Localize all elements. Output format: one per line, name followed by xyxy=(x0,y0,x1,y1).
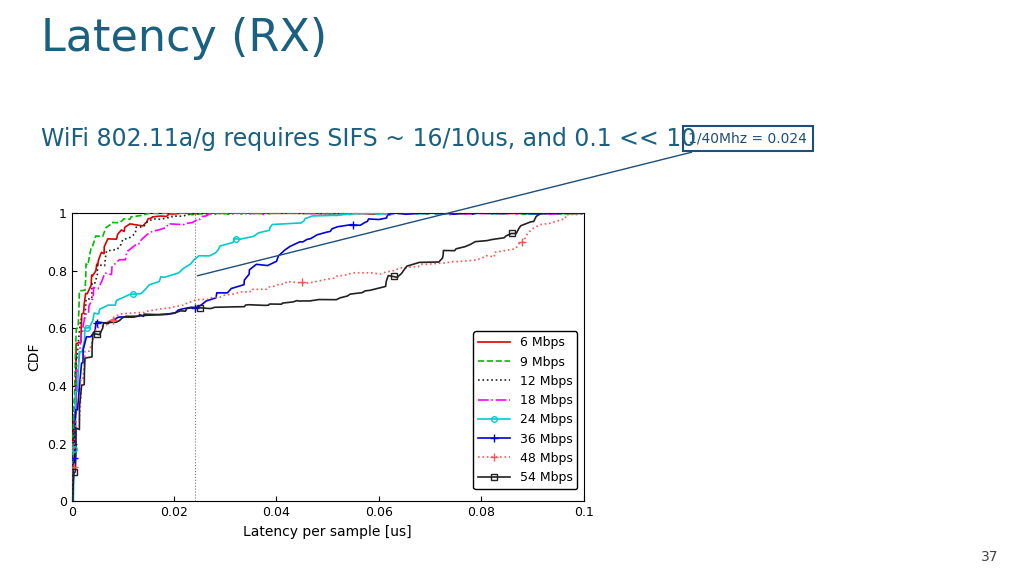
Text: 1/40Mhz = 0.024: 1/40Mhz = 0.024 xyxy=(198,131,807,276)
9 Mbps xyxy=(438,210,451,217)
9 Mbps xyxy=(104,221,117,228)
12 Mbps xyxy=(553,210,565,217)
36 Mbps xyxy=(66,497,78,504)
24 Mbps xyxy=(87,317,99,324)
6 Mbps xyxy=(67,455,79,462)
18 Mbps xyxy=(534,210,546,217)
54 Mbps xyxy=(575,210,588,217)
9 Mbps xyxy=(66,497,78,504)
18 Mbps xyxy=(95,278,108,285)
36 Mbps xyxy=(436,210,449,217)
12 Mbps xyxy=(532,210,545,217)
18 Mbps xyxy=(205,210,217,217)
Line: 54 Mbps: 54 Mbps xyxy=(73,213,582,501)
Text: Latency (RX): Latency (RX) xyxy=(41,17,327,60)
6 Mbps xyxy=(412,210,424,217)
36 Mbps xyxy=(69,455,81,462)
12 Mbps xyxy=(509,210,521,217)
18 Mbps xyxy=(67,498,79,505)
48 Mbps xyxy=(307,279,319,286)
Line: 24 Mbps: 24 Mbps xyxy=(74,213,581,501)
Line: 9 Mbps: 9 Mbps xyxy=(72,213,580,501)
48 Mbps xyxy=(578,210,590,217)
24 Mbps xyxy=(524,210,537,217)
24 Mbps xyxy=(360,210,373,217)
9 Mbps xyxy=(210,210,222,217)
36 Mbps xyxy=(577,210,589,217)
Text: WiFi 802.11a/g requires SIFS ~ 16/10us, and 0.1 << 10: WiFi 802.11a/g requires SIFS ~ 16/10us, … xyxy=(41,127,696,151)
36 Mbps xyxy=(74,382,86,389)
12 Mbps xyxy=(99,255,112,262)
36 Mbps xyxy=(152,311,164,318)
54 Mbps xyxy=(153,311,165,318)
54 Mbps xyxy=(67,497,79,504)
54 Mbps xyxy=(304,297,316,304)
Line: 12 Mbps: 12 Mbps xyxy=(73,213,559,501)
24 Mbps xyxy=(296,219,308,226)
9 Mbps xyxy=(98,229,111,236)
12 Mbps xyxy=(67,498,79,505)
9 Mbps xyxy=(334,210,346,217)
Legend: 6 Mbps, 9 Mbps, 12 Mbps, 18 Mbps, 24 Mbps, 36 Mbps, 48 Mbps, 54 Mbps: 6 Mbps, 9 Mbps, 12 Mbps, 18 Mbps, 24 Mbp… xyxy=(473,331,578,489)
9 Mbps xyxy=(573,210,586,217)
48 Mbps xyxy=(138,309,151,316)
24 Mbps xyxy=(68,497,80,504)
12 Mbps xyxy=(117,236,129,243)
36 Mbps xyxy=(284,243,296,250)
48 Mbps xyxy=(559,215,571,222)
6 Mbps xyxy=(177,210,189,217)
Line: 6 Mbps: 6 Mbps xyxy=(72,213,568,501)
9 Mbps xyxy=(408,210,420,217)
24 Mbps xyxy=(158,274,170,281)
Line: 48 Mbps: 48 Mbps xyxy=(73,213,584,501)
54 Mbps xyxy=(179,308,191,314)
54 Mbps xyxy=(559,210,571,217)
18 Mbps xyxy=(329,210,341,217)
54 Mbps xyxy=(463,241,475,248)
18 Mbps xyxy=(569,210,582,217)
48 Mbps xyxy=(578,210,590,217)
24 Mbps xyxy=(252,230,264,237)
48 Mbps xyxy=(535,221,547,228)
6 Mbps xyxy=(202,210,214,217)
54 Mbps xyxy=(133,311,145,318)
18 Mbps xyxy=(114,256,126,263)
X-axis label: Latency per sample [us]: Latency per sample [us] xyxy=(244,525,412,539)
18 Mbps xyxy=(520,210,532,217)
Line: 36 Mbps: 36 Mbps xyxy=(72,213,583,501)
6 Mbps xyxy=(391,210,403,217)
18 Mbps xyxy=(265,210,278,217)
6 Mbps xyxy=(562,210,574,217)
12 Mbps xyxy=(322,210,334,217)
48 Mbps xyxy=(67,498,79,505)
12 Mbps xyxy=(280,210,292,217)
6 Mbps xyxy=(86,272,98,279)
48 Mbps xyxy=(349,270,361,276)
Y-axis label: CDF: CDF xyxy=(28,343,41,372)
Line: 18 Mbps: 18 Mbps xyxy=(73,213,575,501)
9 Mbps xyxy=(144,210,157,217)
24 Mbps xyxy=(574,210,587,217)
36 Mbps xyxy=(389,210,401,217)
12 Mbps xyxy=(215,210,227,217)
36 Mbps xyxy=(325,228,337,235)
48 Mbps xyxy=(109,314,121,321)
Text: 37: 37 xyxy=(981,551,998,564)
24 Mbps xyxy=(305,213,317,220)
54 Mbps xyxy=(291,297,303,304)
6 Mbps xyxy=(66,498,78,505)
6 Mbps xyxy=(560,210,572,217)
